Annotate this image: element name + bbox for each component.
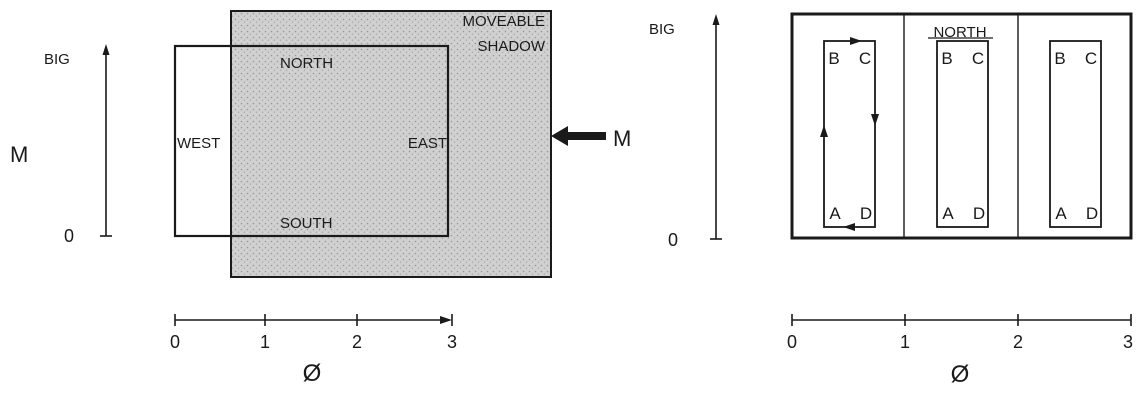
cell-1-rect [823, 40, 876, 228]
pointer-arrow-shaft [566, 132, 606, 140]
cell-3-b: B [1054, 49, 1065, 68]
left-east-label: EAST [408, 135, 447, 152]
cell-2-rect [936, 40, 989, 228]
left-panel: BIG 0 M MOVEABLE SHADOW NORTH SOUTH WEST… [10, 10, 631, 387]
left-west-label: WEST [177, 135, 220, 152]
right-x-tick-label-1: 1 [900, 332, 910, 352]
cycle-arrow-left [820, 125, 828, 137]
cycle-arrow-top [850, 37, 862, 45]
right-y-top-label: BIG [649, 21, 675, 38]
moveable-shadow-label-line1: MOVEABLE [462, 13, 545, 30]
moveable-shadow-label-line2: SHADOW [478, 38, 546, 55]
left-y-bottom-label: 0 [64, 226, 74, 246]
state-space-rect [173, 44, 450, 238]
cell-1-b: B [828, 49, 839, 68]
moveable-shadow-rect [230, 10, 552, 278]
left-y-axis-arrowhead [102, 44, 110, 55]
cell-2-c: C [972, 49, 984, 68]
cell-1-c: C [859, 49, 871, 68]
left-x-axis-name: Ø [303, 360, 322, 387]
left-y-top-label: BIG [44, 51, 70, 68]
right-x-tick-label-2: 2 [1013, 332, 1023, 352]
right-x-tick-label-3: 3 [1123, 332, 1133, 352]
cell-1-d: D [860, 204, 872, 223]
right-north-label: NORTH [933, 24, 986, 41]
cell-1: B C A D [820, 37, 879, 231]
shadow-pointer: M [551, 126, 631, 151]
right-x-axis-name: Ø [951, 361, 970, 388]
left-x-axis: 0 1 2 3 Ø [170, 314, 457, 387]
right-y-bottom-label: 0 [668, 230, 678, 250]
cell-1-a: A [829, 204, 841, 223]
cell-3-a: A [1055, 204, 1067, 223]
left-x-tick-label-0: 0 [170, 332, 180, 352]
cell-2-b: B [941, 49, 952, 68]
right-x-axis: 0 1 2 3 Ø [787, 314, 1133, 388]
left-x-axis-arrowhead [440, 316, 452, 324]
right-x-tick-label-0: 0 [787, 332, 797, 352]
pointer-label: M [613, 126, 631, 151]
cycle-arrow-bottom [843, 223, 855, 231]
cell-2-d: D [973, 204, 985, 223]
left-y-axis: BIG 0 M [10, 44, 112, 246]
left-y-axis-name: M [10, 142, 28, 167]
right-panel: BIG 0 NORTH B C A D B C A D [649, 12, 1133, 388]
pointer-arrowhead [551, 126, 568, 146]
right-y-axis: BIG 0 [649, 14, 722, 250]
cell-3-d: D [1086, 204, 1098, 223]
cell-3-c: C [1085, 49, 1097, 68]
left-x-tick-label-2: 2 [352, 332, 362, 352]
right-outer-frame [790, 12, 1133, 240]
cycle-arrow-right [871, 114, 879, 126]
left-x-tick-label-1: 1 [260, 332, 270, 352]
cell-2-a: A [942, 204, 954, 223]
left-x-tick-label-3: 3 [447, 332, 457, 352]
cell-2: B C A D [936, 40, 989, 228]
cell-3: B C A D [1049, 40, 1102, 228]
cell-3-rect [1049, 40, 1102, 228]
left-north-label: NORTH [280, 55, 333, 72]
left-south-label: SOUTH [280, 215, 333, 232]
right-y-axis-arrowhead [712, 14, 720, 25]
